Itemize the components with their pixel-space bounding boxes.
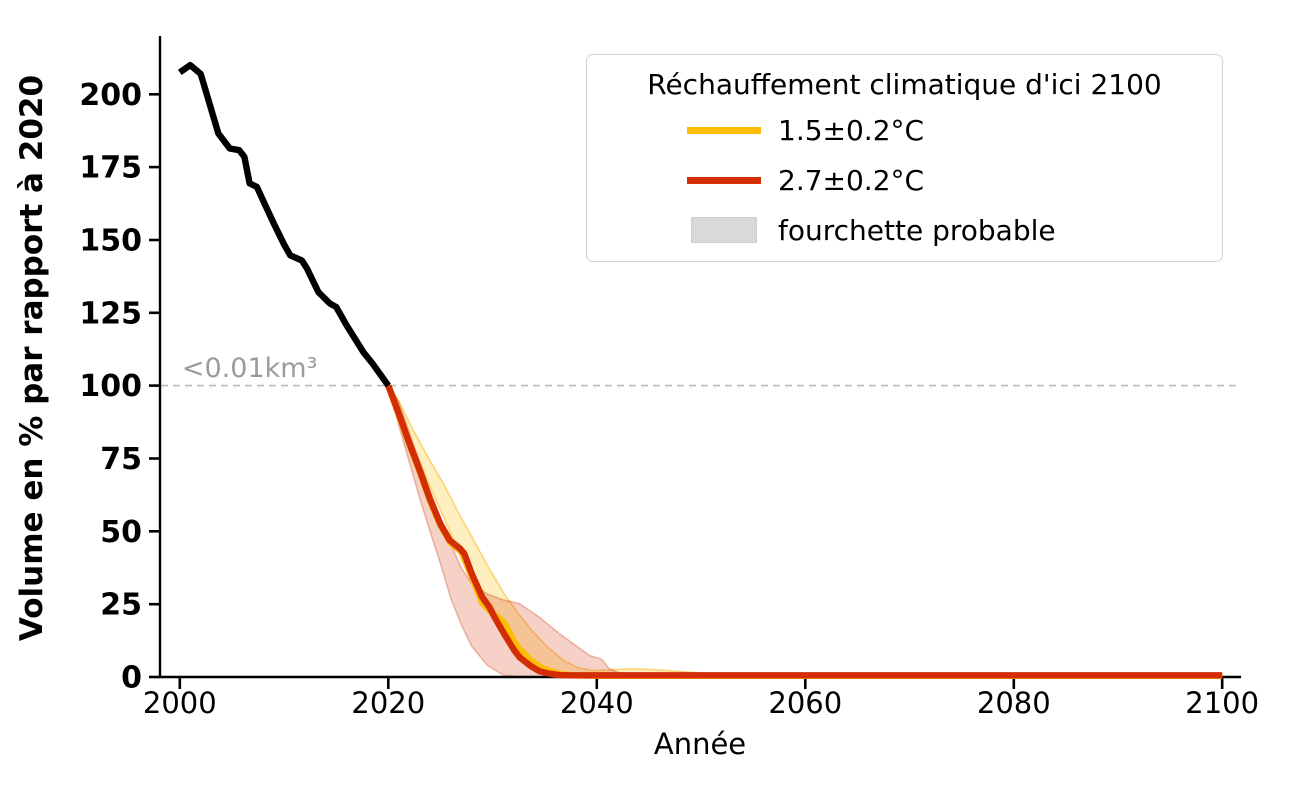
y-tick-label: 0 bbox=[121, 661, 142, 696]
legend-title: Réchauffement climatique d'ici 2100 bbox=[647, 68, 1162, 101]
y-tick-label: 150 bbox=[79, 224, 142, 259]
y-tick-label: 175 bbox=[79, 151, 142, 186]
legend-patch-swatch-likely-range bbox=[691, 217, 757, 243]
y-tick-label: 25 bbox=[100, 588, 142, 623]
legend-item-label: fourchette probable bbox=[778, 213, 1056, 247]
legend: Réchauffement climatique d'ici 2100 1.5±… bbox=[586, 54, 1223, 262]
legend-swatch-box bbox=[687, 176, 761, 184]
legend-swatch-box bbox=[687, 217, 761, 243]
x-tick-label: 2000 bbox=[143, 686, 217, 720]
x-tick-label: 2040 bbox=[560, 686, 634, 720]
y-tick-label: 75 bbox=[100, 442, 142, 477]
legend-swatch-box bbox=[687, 126, 761, 134]
y-tick-label: 100 bbox=[79, 369, 142, 404]
x-tick-label: 2080 bbox=[977, 686, 1051, 720]
legend-item-likely-range: fourchette probable bbox=[587, 205, 1222, 255]
series-line-2-7C bbox=[385, 384, 1223, 679]
legend-line-swatch-2-7 bbox=[687, 176, 761, 184]
x-tick-label: 2020 bbox=[351, 686, 425, 720]
uncertainty-band-1-5C bbox=[387, 384, 879, 678]
y-tick-label: 200 bbox=[79, 78, 142, 113]
legend-line-swatch-1-5 bbox=[687, 126, 761, 134]
x-axis-label: Année bbox=[653, 727, 747, 761]
volume-threshold-annotation: <0.01km³ bbox=[182, 353, 318, 384]
y-tick-label: 50 bbox=[100, 515, 142, 550]
series-line-historical bbox=[177, 61, 391, 388]
legend-item-scenario-1-5: 1.5±0.2°C bbox=[587, 105, 1222, 155]
legend-item-scenario-2-7: 2.7±0.2°C bbox=[587, 155, 1222, 205]
legend-item-label: 1.5±0.2°C bbox=[778, 113, 925, 147]
x-tick-label: 2100 bbox=[1185, 686, 1259, 720]
legend-item-label: 2.7±0.2°C bbox=[778, 163, 925, 197]
y-axis-label: Volume en % par rapport à 2020 bbox=[14, 74, 50, 642]
x-tick-label: 2060 bbox=[768, 686, 842, 720]
y-tick-label: 125 bbox=[79, 296, 142, 331]
